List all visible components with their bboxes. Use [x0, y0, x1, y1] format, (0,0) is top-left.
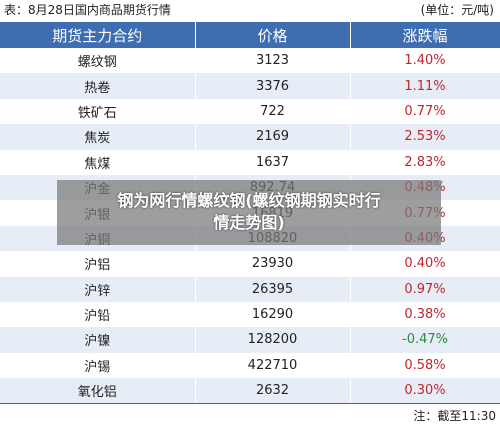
contract: 沪铅: [0, 301, 196, 328]
header: 表：8月28日国内商品期货行情 (单位：元/吨): [0, 0, 500, 22]
price: 722: [195, 98, 351, 125]
change: 0.38%: [350, 301, 500, 328]
change: 0.40%: [350, 251, 500, 277]
row: 焦炭 2169 2.53%: [0, 124, 500, 150]
change: 2.83%: [350, 149, 500, 175]
row: 沪铅 16290 0.38%: [0, 301, 500, 328]
row: 沪锌 26395 0.97%: [0, 276, 500, 302]
row: 氧化铝 2632 0.30%: [0, 378, 500, 404]
overlay-caption: 钢为网行情螺纹钢(螺纹钢期钢实时行 情走势图): [57, 180, 441, 245]
title: 表：8月28日国内商品期货行情: [4, 3, 171, 17]
contract: 铁矿石: [0, 98, 196, 125]
price: 2632: [195, 378, 351, 404]
overlay-line: 情走势图): [213, 213, 285, 232]
contract: 沪铝: [0, 251, 196, 277]
row: 沪铝 23930 0.40%: [0, 251, 500, 277]
footer: 注：截至11:30: [0, 403, 500, 428]
change: 1.40%: [350, 48, 500, 74]
price: 3123: [195, 48, 351, 74]
contract: 焦炭: [0, 124, 196, 150]
unit: (单位：元/吨): [420, 3, 494, 17]
price: 23930: [195, 251, 351, 277]
contract: 热卷: [0, 73, 196, 99]
contract: 氧化铝: [0, 378, 196, 404]
change: 0.77%: [350, 98, 500, 125]
change: 0.97%: [350, 276, 500, 302]
price: 422710: [195, 352, 351, 379]
row: 螺纹钢 3123 1.40%: [0, 48, 500, 74]
contract: 沪锡: [0, 352, 196, 379]
contract: 沪镍: [0, 327, 196, 353]
change: 2.53%: [350, 124, 500, 150]
change: 0.30%: [350, 378, 500, 404]
price: 26395: [195, 276, 351, 302]
row: 沪镍 128200 -0.47%: [0, 327, 500, 353]
row: 焦煤 1637 2.83%: [0, 149, 500, 175]
change: -0.47%: [350, 327, 500, 353]
price: 128200: [195, 327, 351, 353]
column-header: 涨跌幅: [350, 22, 500, 48]
price: 2169: [195, 124, 351, 150]
column-header: 期货主力合约: [0, 22, 196, 48]
price: 3376: [195, 73, 351, 99]
overlay-line: 钢为网行情螺纹钢(螺纹钢期钢实时行: [117, 191, 381, 210]
contract: 焦煤: [0, 149, 196, 175]
column-header: 价格: [195, 22, 351, 48]
row: 沪锡 422710 0.58%: [0, 352, 500, 379]
contract: 螺纹钢: [0, 48, 196, 74]
change: 0.58%: [350, 352, 500, 379]
price: 1637: [195, 149, 351, 175]
change: 1.11%: [350, 73, 500, 99]
row: 铁矿石 722 0.77%: [0, 98, 500, 125]
price: 16290: [195, 301, 351, 328]
contract: 沪锌: [0, 276, 196, 302]
header-row: 期货主力合约 价格 涨跌幅: [0, 22, 500, 48]
row: 热卷 3376 1.11%: [0, 73, 500, 99]
